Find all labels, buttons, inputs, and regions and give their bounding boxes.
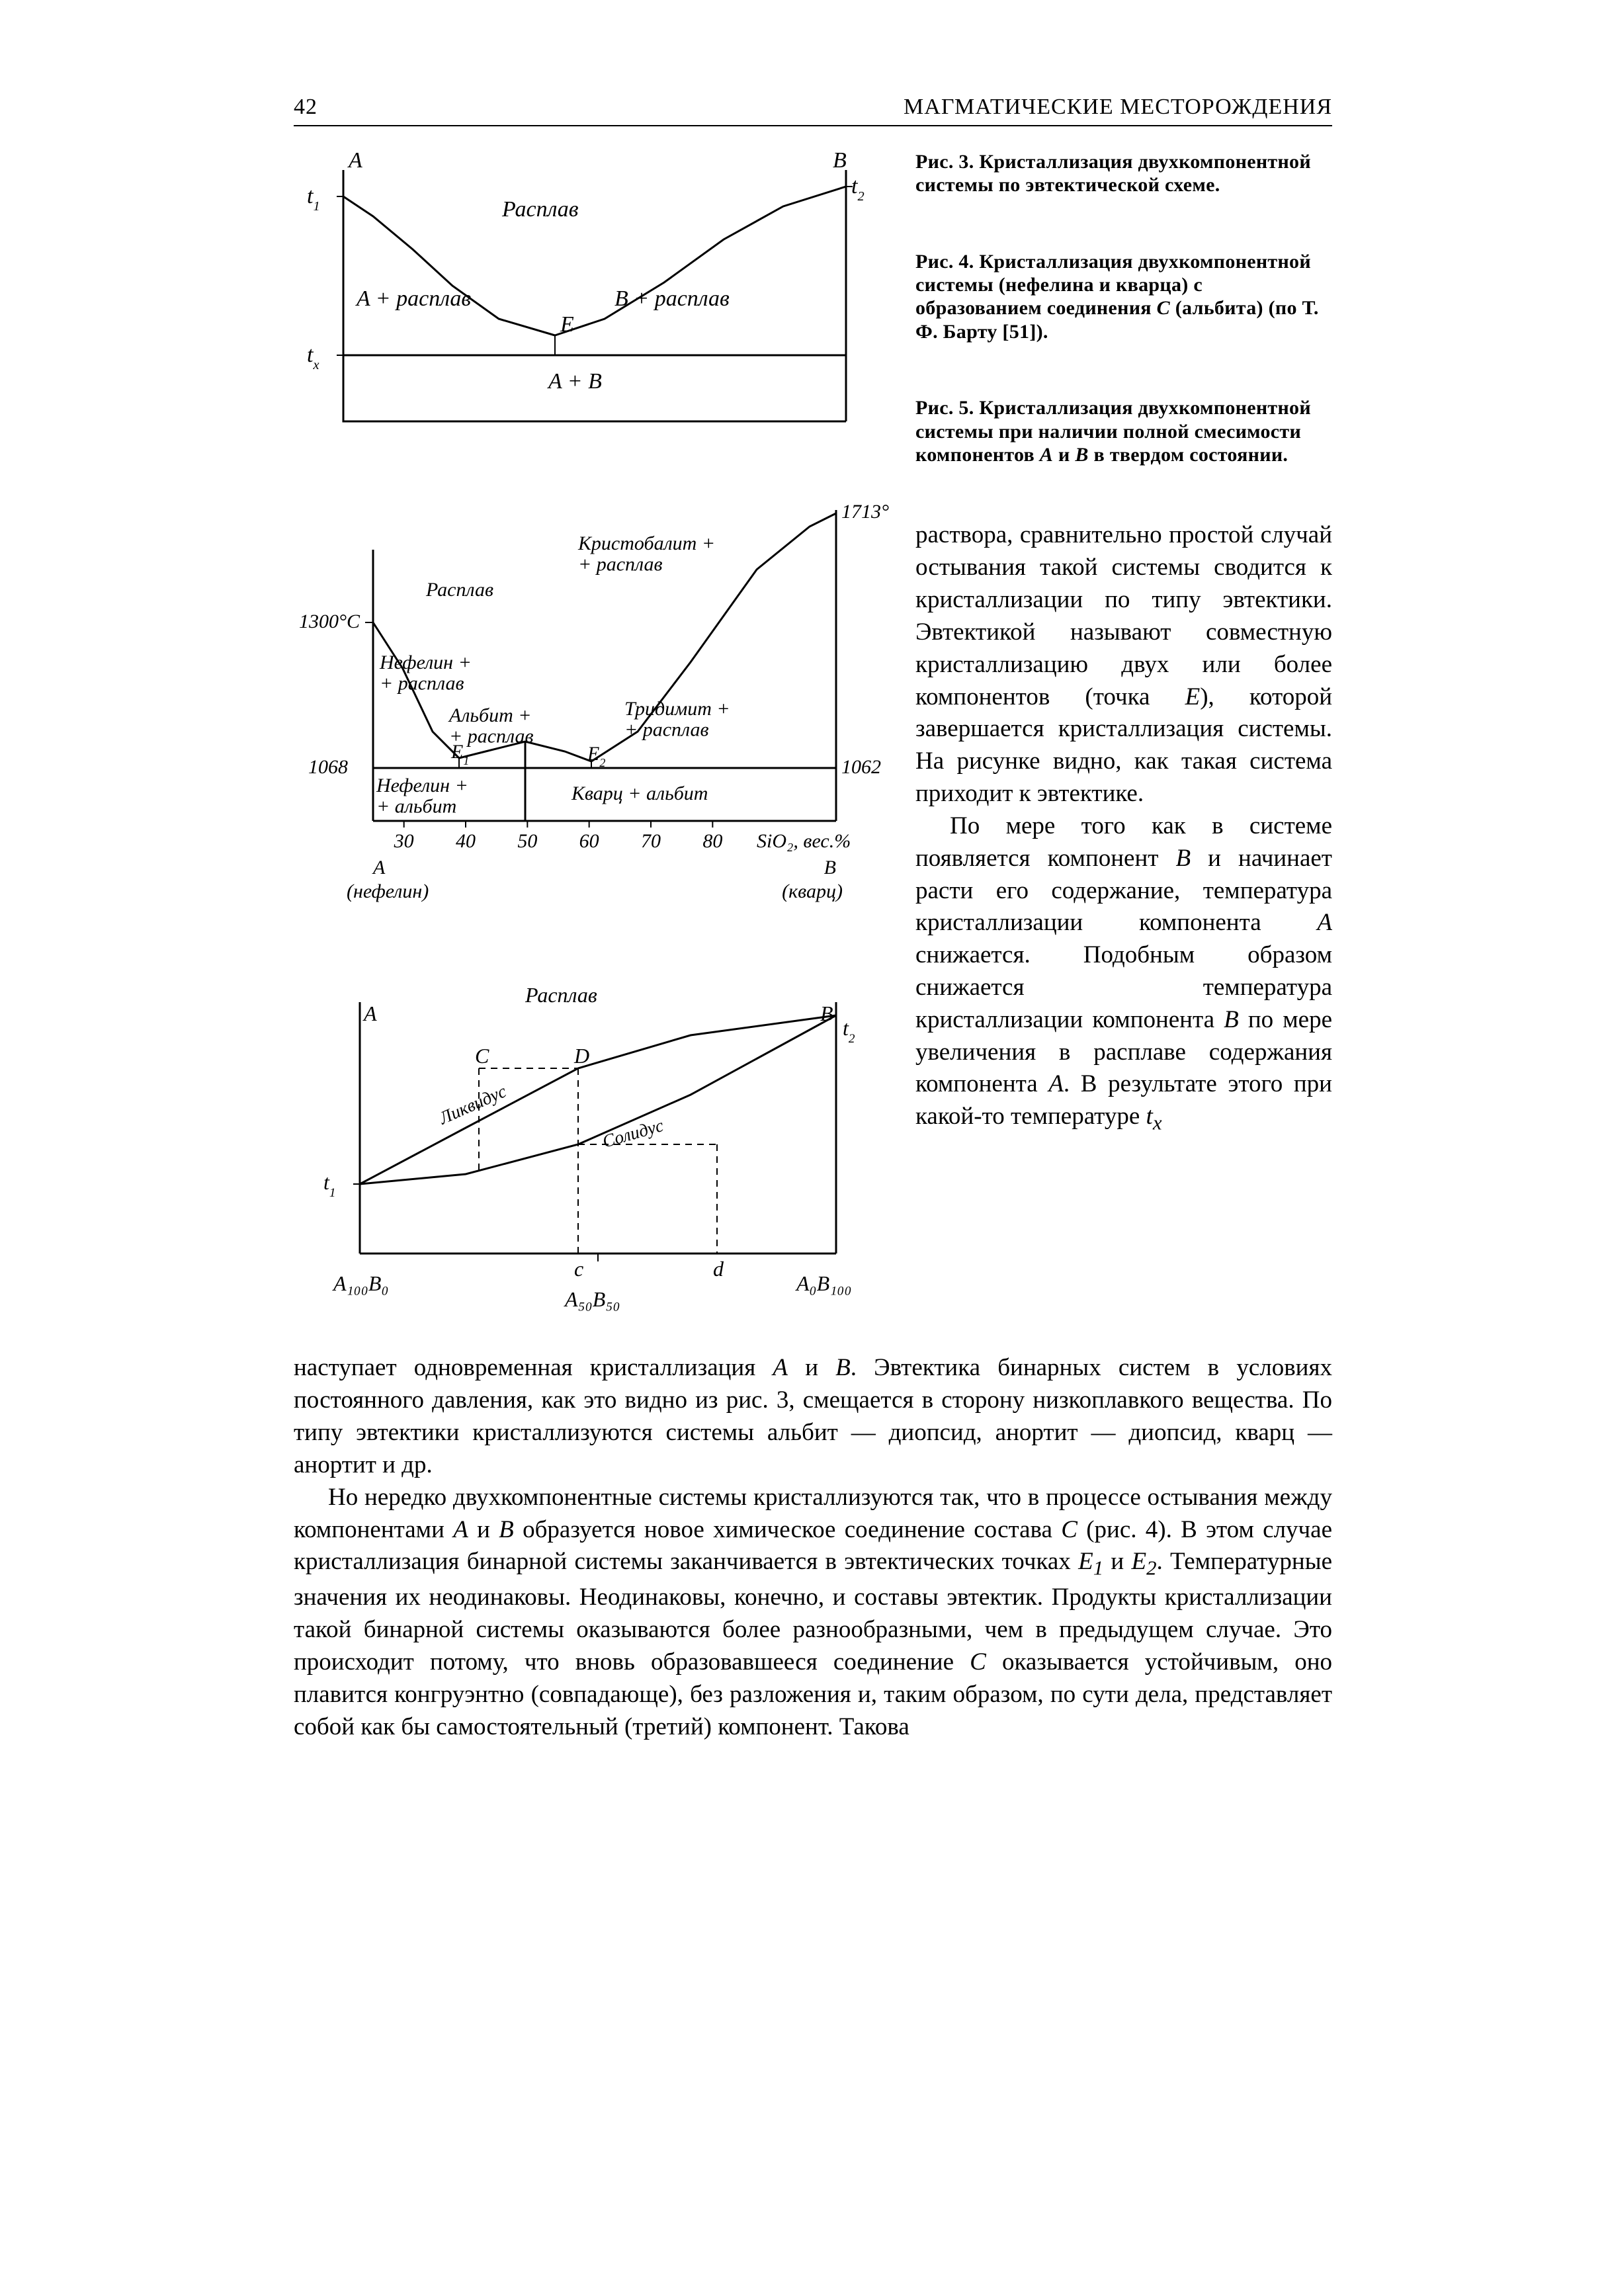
svg-text:70: 70 xyxy=(641,830,661,852)
svg-text:Тридимит ++ расплав: Тридимит ++ расплав xyxy=(624,698,730,741)
svg-text:50: 50 xyxy=(517,830,537,852)
svg-text:tx: tx xyxy=(307,343,319,372)
svg-text:B: B xyxy=(820,1001,833,1025)
svg-text:t2: t2 xyxy=(843,1016,855,1046)
figure-3: A Bt1 t2 tx Расплав A + расплав B + расплав A +… xyxy=(294,150,889,464)
figure-5-caption: Рис. 5. Кристаллизация двухкомпонентной … xyxy=(915,396,1332,466)
page-header: 42 МАГМАТИЧЕСКИЕ МЕСТОРОЖДЕНИЯ xyxy=(294,93,1332,126)
svg-text:1062: 1062 xyxy=(841,756,881,778)
svg-text:1713°C: 1713°C xyxy=(841,501,889,523)
svg-text:A + B: A + B xyxy=(547,369,602,394)
svg-text:(кварц): (кварц) xyxy=(782,880,843,902)
svg-text:Нефелин ++ альбит: Нефелин ++ альбит xyxy=(376,775,468,818)
figure-3-caption: Рис. 3. Кристаллизация двухкомпонентной … xyxy=(915,150,1332,197)
svg-text:80: 80 xyxy=(702,830,722,852)
svg-text:Расплав: Расплав xyxy=(425,579,493,601)
svg-text:1068: 1068 xyxy=(308,756,348,778)
figure-5: РасплавABCDcdЛиквидусСолидусt1t2A₁₀₀B₀A₅… xyxy=(294,976,889,1329)
running-title: МАГМАТИЧЕСКИЕ МЕСТОРОЖДЕНИЯ xyxy=(904,93,1332,122)
figure-4: 30 40 50 60 70 80 SiO₂, вес.% 1713°C 1300°C 1068 1… xyxy=(294,490,889,949)
svg-text:30: 30 xyxy=(394,830,414,852)
svg-text:Расплав: Расплав xyxy=(525,983,597,1007)
svg-text:60: 60 xyxy=(579,830,599,852)
svg-text:D: D xyxy=(573,1044,589,1068)
svg-text:SiO₂, вес.%: SiO₂, вес.% xyxy=(757,830,851,852)
svg-text:A: A xyxy=(362,1001,377,1025)
full-width-body: наступает одновременная кристаллизация A… xyxy=(294,1352,1332,1743)
svg-text:B: B xyxy=(833,150,847,173)
right-column-body: раствора, сравнительно простой случай ос… xyxy=(915,519,1332,1136)
paragraph: раствора, сравнительно простой случай ос… xyxy=(915,519,1332,810)
paragraph: По мере того как в системе появляется ко… xyxy=(915,810,1332,1137)
svg-text:A₅₀B₅₀: A₅₀B₅₀ xyxy=(564,1287,620,1311)
svg-text:Расплав: Расплав xyxy=(501,197,579,222)
figures-column: A Bt1 t2 tx Расплав A + расплав B + расплав A +… xyxy=(294,150,889,1355)
svg-text:c: c xyxy=(574,1257,583,1281)
svg-text:E2: E2 xyxy=(587,743,605,769)
captions-and-text-column: Рис. 3. Кристаллизация двухкомпонентной … xyxy=(915,150,1332,1355)
svg-text:(нефелин): (нефелин) xyxy=(347,880,429,902)
svg-text:Кристобалит ++ расплав: Кристобалит ++ расплав xyxy=(577,532,715,575)
svg-text:40: 40 xyxy=(456,830,476,852)
paragraph: Но нередко двухкомпонентные системы крис… xyxy=(294,1482,1332,1744)
figure-4-caption: Рис. 4. Кристаллизация двухкомпонентной … xyxy=(915,250,1332,344)
svg-text:B: B xyxy=(824,857,836,878)
svg-text:Нефелин ++ расплав: Нефелин ++ расплав xyxy=(379,652,472,695)
svg-text:A: A xyxy=(347,150,362,173)
svg-text:d: d xyxy=(713,1257,724,1281)
paragraph: наступает одновременная кристаллизация A… xyxy=(294,1352,1332,1481)
page-number: 42 xyxy=(294,93,317,122)
svg-text:t1: t1 xyxy=(307,184,320,214)
svg-text:E: E xyxy=(560,312,574,337)
svg-text:B + расплав: B + расплав xyxy=(614,286,730,311)
svg-text:t1: t1 xyxy=(323,1170,335,1200)
svg-text:A + расплав: A + расплав xyxy=(355,286,471,311)
svg-text:Кварц + альбит: Кварц + альбит xyxy=(571,783,708,804)
two-column-layout: A Bt1 t2 tx Расплав A + расплав B + расплав A +… xyxy=(294,150,1332,1355)
svg-text:t2: t2 xyxy=(851,174,865,204)
svg-text:Ликвидус: Ликвидус xyxy=(435,1081,509,1128)
svg-text:A₀B₁₀₀: A₀B₁₀₀ xyxy=(795,1271,852,1295)
svg-text:A: A xyxy=(372,857,386,878)
svg-text:1300°C: 1300°C xyxy=(299,611,360,632)
svg-text:A₁₀₀B₀: A₁₀₀B₀ xyxy=(332,1271,389,1295)
svg-text:C: C xyxy=(475,1044,489,1068)
